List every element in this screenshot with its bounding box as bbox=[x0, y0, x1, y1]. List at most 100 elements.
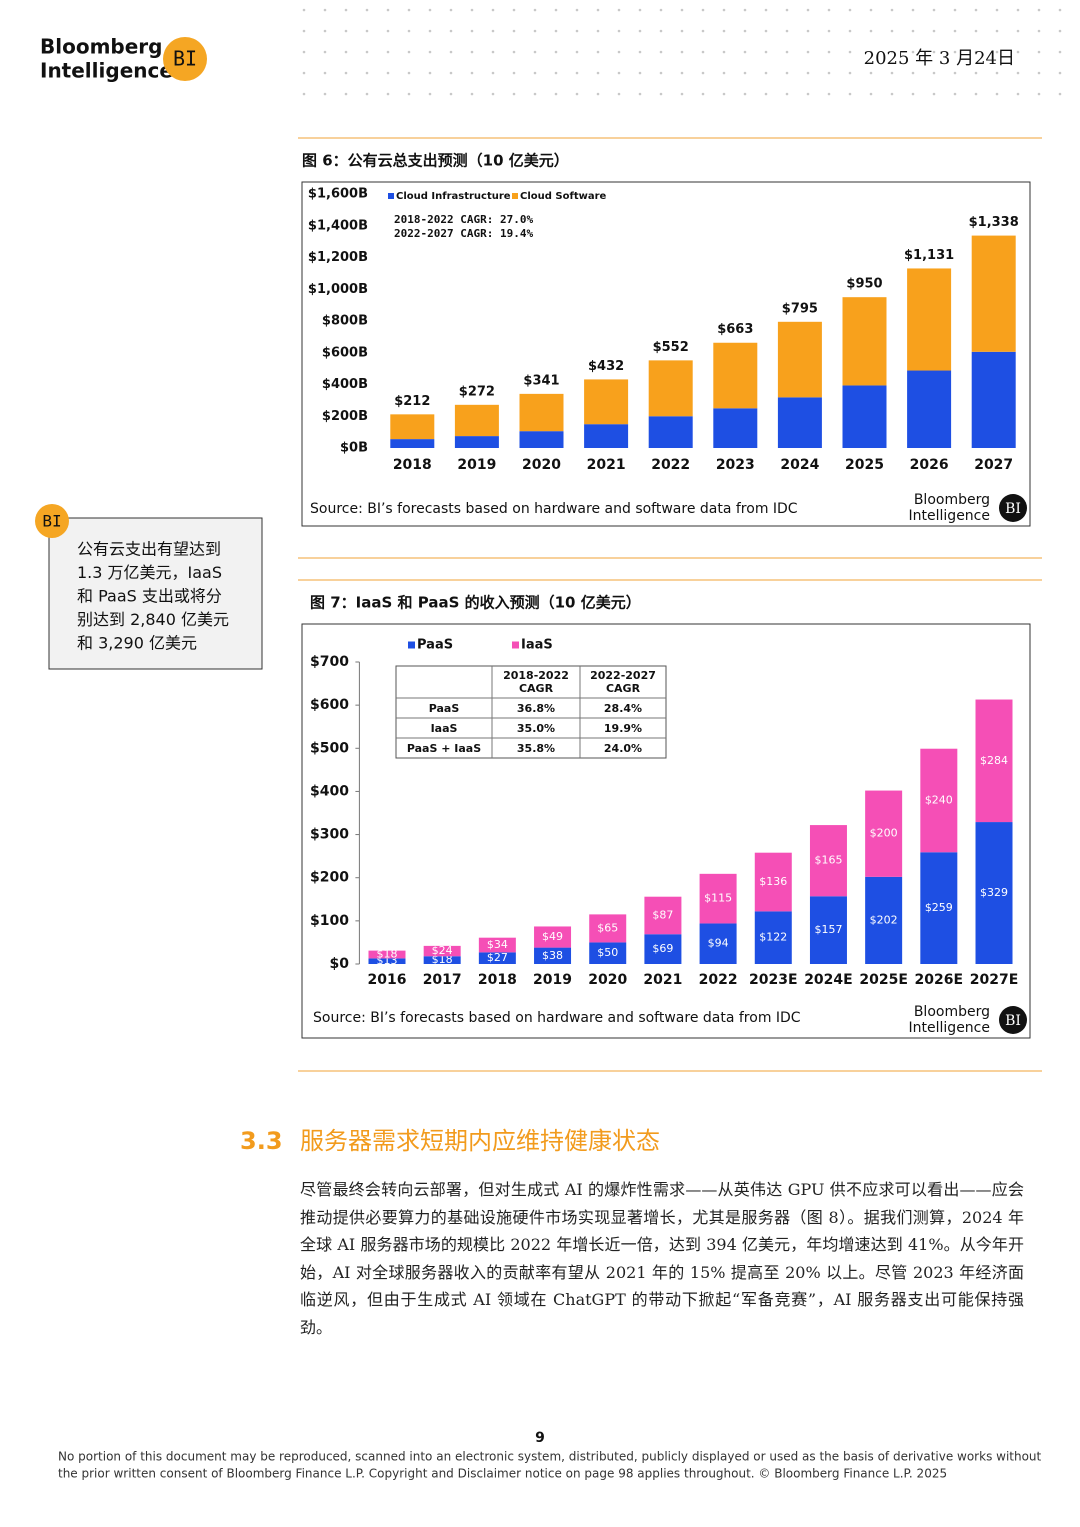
x-tick-label: 2022 bbox=[651, 457, 690, 473]
disclaimer: the prior written consent of Bloomberg F… bbox=[58, 1467, 947, 1481]
source: Source: BI’s forecasts based on hardware… bbox=[313, 1010, 801, 1026]
total-label: $341 bbox=[523, 373, 559, 388]
annotation: 2018-2022 CAGR: 27.0% bbox=[394, 213, 533, 226]
legend-label: Cloud Infrastructure bbox=[396, 191, 511, 202]
legend-swatch bbox=[512, 193, 518, 199]
bar-segment bbox=[584, 424, 629, 448]
table-header: CAGR bbox=[519, 682, 554, 695]
bar-segment bbox=[478, 952, 516, 964]
y-tick-label: $500 bbox=[310, 740, 349, 756]
table-header: CAGR bbox=[606, 682, 641, 695]
total-label: $663 bbox=[717, 322, 753, 337]
bar-segment bbox=[975, 699, 1013, 823]
x-tick-label: 2027 bbox=[974, 457, 1013, 473]
y-tick-label: $200B bbox=[322, 409, 368, 424]
bar-segment bbox=[454, 404, 499, 437]
table-cell: PaaS bbox=[429, 702, 460, 715]
bar-segment bbox=[865, 876, 903, 964]
table-header: 2022-2027 bbox=[590, 669, 656, 682]
bar-segment bbox=[589, 914, 627, 943]
bar-segment bbox=[534, 926, 572, 948]
bar-segment bbox=[648, 416, 693, 448]
table-cell: 35.0% bbox=[517, 722, 555, 735]
bar-segment bbox=[390, 439, 435, 448]
y-tick-label: $1,600B bbox=[308, 187, 368, 202]
sidebar-badge bbox=[35, 504, 69, 538]
total-label: $432 bbox=[588, 359, 624, 374]
total-label: $212 bbox=[394, 394, 430, 409]
x-tick-label: 2026 bbox=[910, 457, 949, 473]
y-tick-label: $200 bbox=[310, 870, 349, 886]
value-label: $329 bbox=[980, 886, 1008, 899]
x-tick-label: 2020 bbox=[522, 457, 561, 473]
bar-segment bbox=[920, 852, 958, 964]
value-label: $240 bbox=[925, 793, 953, 806]
legend-swatch bbox=[388, 193, 394, 199]
total-label: $1,338 bbox=[969, 215, 1019, 230]
separators bbox=[298, 137, 1042, 1072]
logo-text: Bloomberg bbox=[40, 35, 162, 59]
y-tick-label: $0 bbox=[330, 956, 350, 972]
value-label: $38 bbox=[542, 949, 563, 962]
table-header: 2018-2022 bbox=[503, 669, 569, 682]
sidebar-text: 和 3,290 亿美元 bbox=[77, 634, 197, 653]
bar-segment bbox=[423, 956, 461, 964]
bar-segment bbox=[754, 852, 792, 912]
bar-segment bbox=[699, 923, 737, 964]
y-tick-label: $300 bbox=[310, 827, 349, 843]
bar-segment bbox=[519, 431, 564, 448]
value-label: $18 bbox=[432, 953, 453, 966]
x-tick-label: 2026E bbox=[915, 972, 964, 988]
figure-frame bbox=[301, 181, 1031, 527]
x-tick-label: 2021 bbox=[643, 972, 682, 988]
x-tick-label: 2023E bbox=[749, 972, 798, 988]
annotation: 2022-2027 CAGR: 19.4% bbox=[394, 227, 533, 240]
bar-segment bbox=[907, 268, 952, 371]
disclaimer: No portion of this document may be repro… bbox=[58, 1450, 1042, 1464]
sidebar-text: 别达到 2,840 亿美元 bbox=[77, 610, 229, 629]
bar-segment bbox=[920, 748, 958, 853]
legend-label: IaaS bbox=[521, 638, 553, 653]
bar-segment bbox=[390, 414, 435, 440]
bar-segment bbox=[699, 873, 737, 924]
bar-segment bbox=[809, 896, 847, 964]
value-label: $49 bbox=[542, 930, 563, 943]
page-number: 9 bbox=[535, 1430, 545, 1446]
value-label: $165 bbox=[814, 854, 842, 867]
table-cell: 24.0% bbox=[604, 742, 642, 755]
sidebar-text: 和 PaaS 支出或将分 bbox=[77, 587, 222, 606]
bar-segment bbox=[713, 342, 758, 409]
x-tick-label: 2023 bbox=[716, 457, 755, 473]
y-tick-label: $100 bbox=[310, 913, 349, 929]
x-tick-label: 2019 bbox=[533, 972, 572, 988]
table-cell: IaaS bbox=[431, 722, 458, 735]
bar-segment bbox=[644, 896, 682, 935]
y-tick-label: $400 bbox=[310, 783, 349, 799]
value-label: $122 bbox=[759, 931, 787, 944]
x-tick-label: 2025 bbox=[845, 457, 884, 473]
x-tick-label: 2016 bbox=[368, 972, 407, 988]
bar-segment bbox=[809, 825, 847, 897]
y-tick-label: $600B bbox=[322, 345, 368, 360]
table-cell: 28.4% bbox=[604, 702, 642, 715]
y-tick-label: $600 bbox=[310, 697, 349, 713]
value-label: $18 bbox=[376, 948, 397, 961]
x-tick-label: 2027E bbox=[970, 972, 1019, 988]
x-tick-label: 2024 bbox=[780, 457, 819, 473]
figure-title: 图 6：公有云总支出预测（10 亿美元） bbox=[302, 152, 569, 170]
legend-label: Cloud Software bbox=[520, 191, 607, 202]
total-label: $552 bbox=[653, 340, 689, 355]
y-tick-label: $0B bbox=[340, 441, 368, 456]
value-label: $69 bbox=[652, 942, 673, 955]
table-cell: 36.8% bbox=[517, 702, 555, 715]
brand-badge-text: BI bbox=[1005, 1013, 1021, 1029]
brand-badge bbox=[999, 1006, 1027, 1034]
bar-segment bbox=[519, 393, 564, 432]
total-label: $1,131 bbox=[904, 248, 954, 263]
logo-text: Intelligence bbox=[40, 59, 173, 83]
bar-segment bbox=[971, 235, 1016, 352]
legend-label: PaaS bbox=[417, 638, 453, 653]
table-cell: 35.8% bbox=[517, 742, 555, 755]
x-tick-label: 2022 bbox=[699, 972, 738, 988]
sidebar-box bbox=[48, 517, 263, 670]
